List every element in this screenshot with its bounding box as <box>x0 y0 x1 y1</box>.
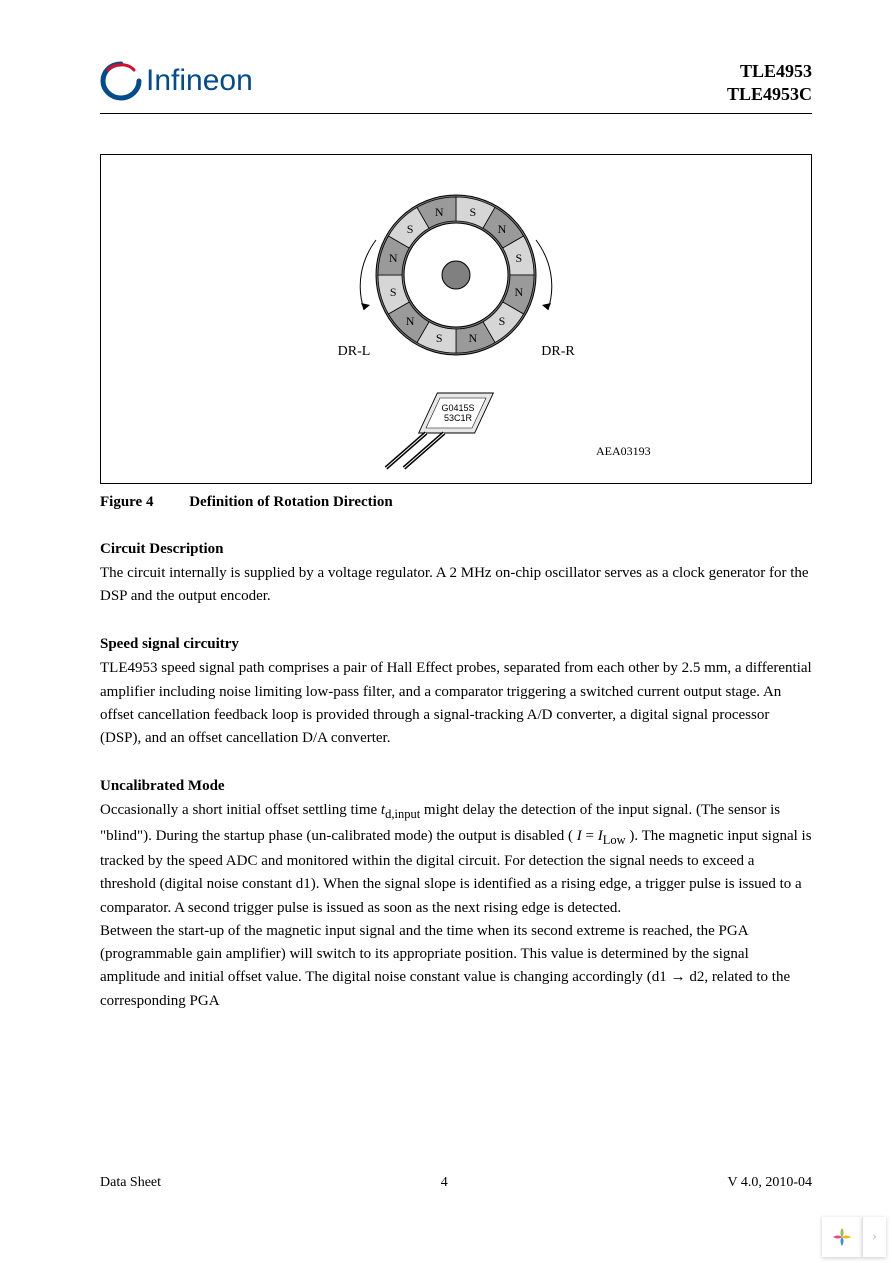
viewer-logo-icon[interactable] <box>822 1217 862 1257</box>
text-uncal-p2: Between the start-up of the magnetic inp… <box>100 920 812 1013</box>
text-speed: TLE4953 speed signal path comprises a pa… <box>100 657 812 750</box>
brand-name: Infineon <box>146 64 253 98</box>
uncal-eq-eq: = <box>582 828 598 844</box>
svg-text:N: N <box>389 251 398 265</box>
infineon-swirl-icon <box>100 60 142 102</box>
uncal-p1a: Occasionally a short initial offset sett… <box>100 802 381 818</box>
svg-text:S: S <box>515 251 522 265</box>
svg-text:53C1R: 53C1R <box>444 413 473 423</box>
footer-right: V 4.0, 2010-04 <box>727 1175 812 1191</box>
brand-logo: Infineon <box>100 60 253 102</box>
svg-text:N: N <box>468 331 477 345</box>
svg-text:S: S <box>436 331 443 345</box>
uncal-sym-t-sub: d,input <box>385 807 420 821</box>
product-titles: TLE4953 TLE4953C <box>727 60 812 107</box>
svg-text:S: S <box>499 314 506 328</box>
heading-speed: Speed signal circuitry <box>100 636 812 653</box>
footer-page: 4 <box>441 1175 448 1191</box>
product-title-1: TLE4953 <box>727 60 812 83</box>
uncal-arrow: → <box>671 969 686 985</box>
text-uncal-p1: Occasionally a short initial offset sett… <box>100 799 812 920</box>
text-circuit: The circuit internally is supplied by a … <box>100 562 812 609</box>
viewer-next-icon[interactable]: › <box>862 1217 886 1257</box>
uncal-p2a: Between the start-up of the magnetic inp… <box>100 923 749 986</box>
figure-ref: AEA03193 <box>596 444 651 458</box>
figure-caption-text: Definition of Rotation Direction <box>189 494 392 510</box>
heading-circuit: Circuit Description <box>100 541 812 558</box>
svg-text:N: N <box>406 314 415 328</box>
page-footer: Data Sheet 4 V 4.0, 2010-04 <box>100 1175 812 1191</box>
rotation-direction-diagram: S N S N S N S N S N S N DR-L DR-R G0415S 53C1R <box>196 175 716 475</box>
svg-text:S: S <box>469 205 476 219</box>
svg-text:N: N <box>514 285 523 299</box>
uncal-eq-rhs-sub: Low <box>603 833 626 847</box>
figure-box: S N S N S N S N S N S N DR-L DR-R G0415S 53C1R <box>100 154 812 484</box>
svg-text:S: S <box>407 222 414 236</box>
figure-label: Figure 4 <box>100 494 153 510</box>
page-header: Infineon TLE4953 TLE4953C <box>100 60 812 114</box>
svg-text:S: S <box>390 285 397 299</box>
heading-uncal: Uncalibrated Mode <box>100 778 812 795</box>
figure-caption: Figure 4 Definition of Rotation Directio… <box>100 494 812 511</box>
svg-text:G0415S: G0415S <box>441 403 474 413</box>
product-title-2: TLE4953C <box>727 83 812 106</box>
dir-left-label: DR-L <box>338 344 371 359</box>
svg-text:N: N <box>435 205 444 219</box>
footer-left: Data Sheet <box>100 1175 161 1191</box>
dir-right-label: DR-R <box>541 344 575 359</box>
viewer-toolbar: › <box>822 1217 886 1257</box>
svg-text:N: N <box>498 222 507 236</box>
